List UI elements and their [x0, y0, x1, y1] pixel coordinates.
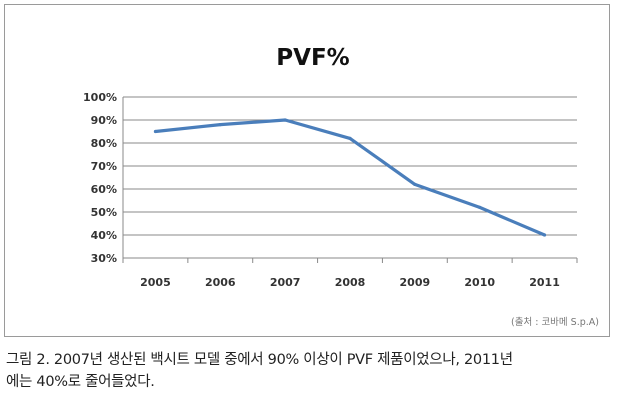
x-axis-ticks: 2005 2006 2007 2008 2009 2010 2011	[122, 258, 578, 289]
data-point-2009	[413, 182, 417, 186]
x-tick-label-2010: 2010	[464, 276, 495, 289]
source-note: (출처 : 코바메 S.p.A)	[511, 316, 599, 328]
data-point-2006	[218, 123, 222, 127]
data-point-2011	[542, 233, 547, 237]
y-tick-label: 80%	[91, 137, 117, 150]
x-tick-label-2008: 2008	[335, 276, 366, 289]
caption-line-2: 에는 40%로 줄어들었다.	[6, 374, 155, 390]
data-point-2007	[283, 118, 287, 122]
pvf-line-chart: PVF% 30%40%50%60%70%80%90%100% 2005 2006 2…	[83, 45, 599, 328]
grid-lines	[122, 96, 577, 259]
y-axis-ticks: 30% 40% 50% 60% 70% 80% 90% 100%	[83, 91, 117, 265]
data-point-2008	[348, 136, 352, 140]
x-tick-label-2007: 2007	[270, 276, 301, 289]
caption-line-1: 그림 2. 2007년 생산된 백시트 모델 중에서 90% 이상이 PVF 제…	[6, 352, 513, 368]
chart-title: PVF%	[276, 45, 349, 71]
chart-frame: PVF% 30% 40% 50% 60% 70% 80% 90% 100% 2005 2006 2…	[4, 4, 610, 337]
data-point-2010	[478, 205, 482, 209]
y-tick-label: 100%	[83, 91, 117, 104]
y-tick-label: 90%	[91, 114, 117, 127]
series-layer	[153, 118, 547, 237]
y-tick-label: 60%	[91, 183, 117, 196]
x-tick-label-2006: 2006	[205, 276, 236, 289]
x-tick-label-2005: 2005	[140, 276, 171, 289]
y-tick-label: 40%	[91, 229, 117, 242]
x-tick-label-2011: 2011	[529, 276, 560, 289]
x-tick-label-2009: 2009	[400, 276, 431, 289]
y-tick-label: 70%	[91, 160, 117, 173]
y-tick-label: 50%	[91, 206, 117, 219]
figure-caption: 그림 2. 2007년 생산된 백시트 모델 중에서 90% 이상이 PVF 제…	[6, 349, 626, 393]
y-tick-label: 30%	[91, 252, 117, 265]
data-point-2005	[153, 129, 158, 134]
